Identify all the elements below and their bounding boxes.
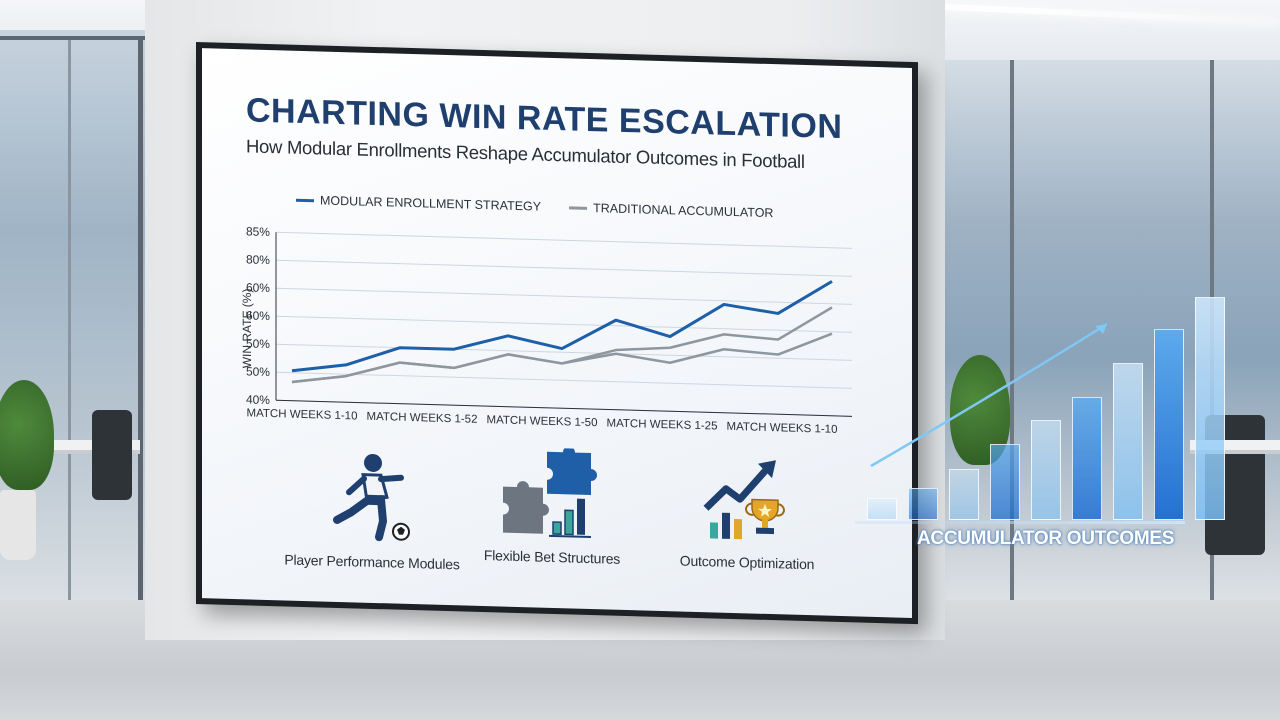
- y-tick-label: 60%: [246, 280, 270, 295]
- x-tick-label: MATCH WEEKS 1-10: [727, 421, 838, 436]
- soccer-player-icon: [333, 453, 410, 542]
- grid-line: [276, 371, 852, 389]
- glass-frame: [138, 40, 143, 600]
- feature-player-performance: Player Performance Modules: [272, 446, 472, 573]
- holo-bar: [1154, 329, 1184, 520]
- y-tick-label: 60%: [246, 308, 270, 323]
- holo-bar: [949, 469, 979, 520]
- x-tick-label: MATCH WEEKS 1-50: [487, 414, 598, 429]
- office-chair: [92, 410, 132, 500]
- x-tick-label: MATCH WEEKS 1-52: [367, 411, 478, 426]
- holo-bar: [1113, 363, 1143, 520]
- x-tick-label: MATCH WEEKS 1-10: [247, 407, 358, 422]
- legend-swatch: [296, 198, 314, 202]
- holo-bar: [990, 444, 1020, 520]
- feature-flexible-bets: Flexible Bet Structures: [477, 446, 627, 567]
- series-line-0: [291, 280, 833, 373]
- legend-item-modular: MODULAR ENROLLMENT STRATEGY: [296, 193, 541, 214]
- glass-frame: [1010, 60, 1014, 600]
- x-axis-line: [276, 399, 852, 417]
- glass-frame: [0, 36, 145, 40]
- holographic-bar-chart: ACCUMULATOR OUTCOMES: [855, 270, 1225, 560]
- chart-plot: 85%80%60%60%50%50%40%MATCH WEEKS 1-10 MAT…: [246, 224, 852, 436]
- y-tick-label: 85%: [246, 224, 270, 239]
- feature-label: Outcome Optimization: [679, 552, 815, 573]
- plant-pot: [0, 490, 36, 560]
- plant: [0, 380, 54, 490]
- legend-label: MODULAR ENROLLMENT STRATEGY: [320, 193, 542, 214]
- holo-bar: [1031, 420, 1061, 520]
- y-tick-label: 50%: [246, 364, 270, 379]
- legend-item-traditional: TRADITIONAL ACCUMULATOR: [569, 200, 773, 220]
- y-axis-label-wrap: WIN RATE (%): [230, 277, 254, 388]
- feature-label: Player Performance Modules: [284, 551, 460, 573]
- y-tick-label: 40%: [246, 392, 270, 407]
- feature-icons-row: Player Performance Modules Flexible Bet …: [202, 444, 912, 604]
- legend-swatch: [569, 205, 588, 210]
- legend-label: TRADITIONAL ACCUMULATOR: [593, 201, 774, 221]
- glass-frame: [68, 40, 71, 600]
- feature-outcome-optimization: Outcome Optimization: [672, 453, 822, 572]
- holo-bar: [908, 488, 938, 520]
- holo-bar: [867, 498, 897, 520]
- y-tick-label: 80%: [246, 252, 270, 267]
- holo-chart-label: ACCUMULATOR OUTCOMES: [917, 528, 1175, 549]
- feature-label: Flexible Bet Structures: [483, 547, 621, 567]
- line-chart: WIN RATE (%) 85% 80% 60% 60% 50% 50% 40% MATCH …: [232, 217, 872, 465]
- grid-line: [276, 231, 852, 249]
- puzzle-chart-icon: [503, 446, 597, 539]
- trophy-growth-icon: [703, 460, 786, 540]
- screen-content: CHARTING WIN RATE ESCALATION How Modular…: [202, 48, 912, 618]
- chart-legend: MODULAR ENROLLMENT STRATEGY TRADITIONAL …: [296, 193, 773, 220]
- grid-line: [276, 315, 852, 333]
- grid-line: [276, 259, 852, 277]
- holo-bar: [1195, 297, 1225, 520]
- x-tick-label: MATCH WEEKS 1-25: [607, 417, 718, 432]
- holo-bar: [1072, 397, 1102, 520]
- y-axis-label: WIN RATE (%): [240, 288, 254, 369]
- display-screen: CHARTING WIN RATE ESCALATION How Modular…: [196, 42, 918, 625]
- holo-base-line: [855, 521, 1185, 524]
- y-tick-label: 50%: [246, 336, 270, 351]
- trend-arrow-icon: [870, 322, 1108, 468]
- series-line-2: [291, 332, 833, 384]
- grid-line: [276, 343, 852, 361]
- grid-line: [276, 287, 852, 305]
